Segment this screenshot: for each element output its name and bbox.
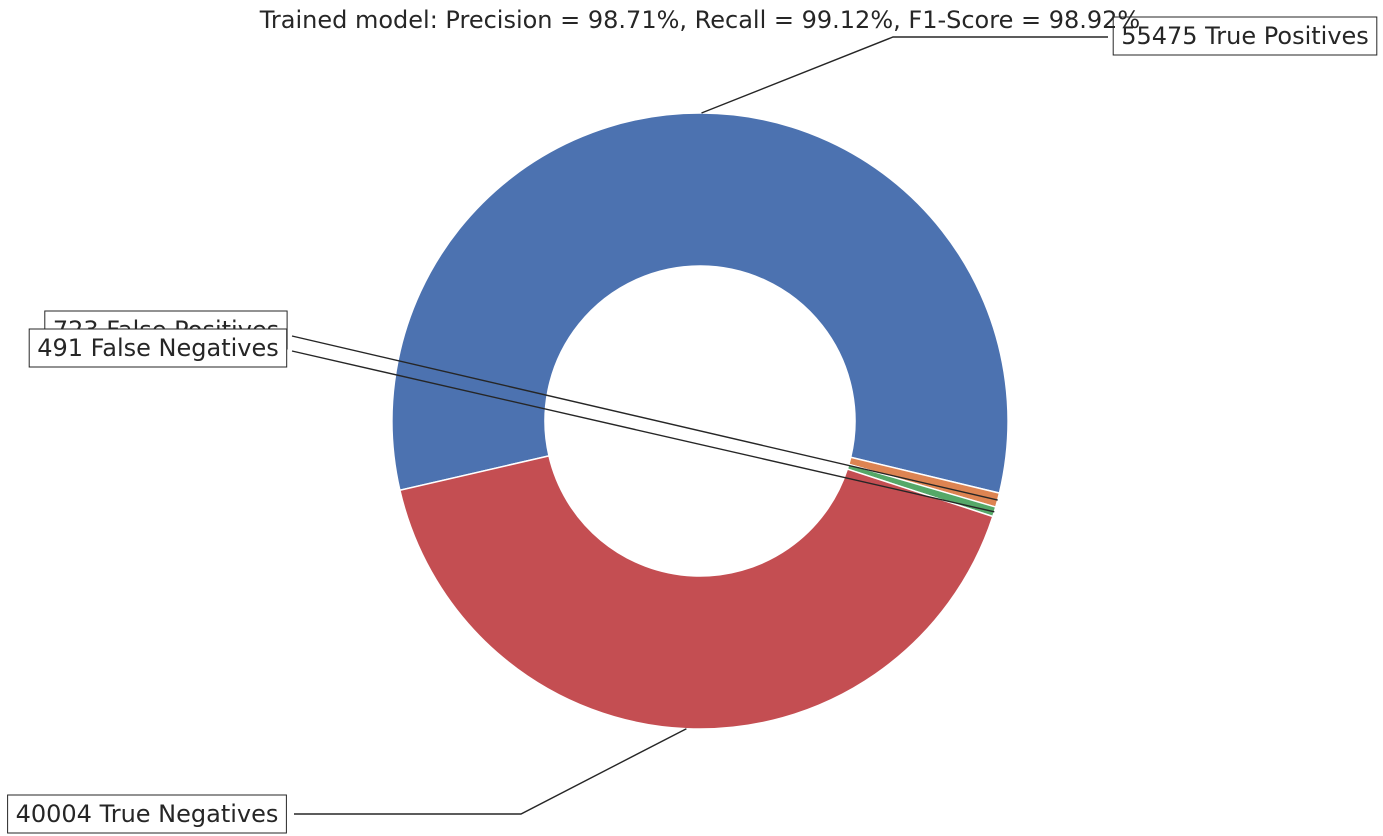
leader-line-4 xyxy=(294,728,687,815)
slice-label-box xyxy=(7,794,287,834)
leader-line-3 xyxy=(291,350,995,513)
slice-label-4: 40004 True Negatives xyxy=(7,794,287,834)
slices-group xyxy=(391,112,1009,730)
slice-label-1: 55475 True Positives xyxy=(1112,16,1378,56)
leader-line-2 xyxy=(291,335,998,501)
slice-label-text: 55475 True Positives xyxy=(1121,22,1369,50)
slice-label-box xyxy=(1112,16,1378,56)
slice-label-text: 491 False Negatives xyxy=(37,334,279,362)
chart-title: Trained model: Precision = 98.71%, Recal… xyxy=(259,6,1140,34)
slice-label-text: 40004 True Negatives xyxy=(16,800,279,828)
slice-label-box xyxy=(28,328,288,368)
slice-label-3: 491 False Negatives xyxy=(28,328,288,368)
leaders-group xyxy=(291,36,1108,815)
donut-slice-1 xyxy=(391,112,1009,495)
leader-line-1 xyxy=(701,36,1108,114)
labels-group: 55475 True Positives723 False Positives4… xyxy=(7,16,1378,834)
donut-slice-4 xyxy=(398,454,994,730)
